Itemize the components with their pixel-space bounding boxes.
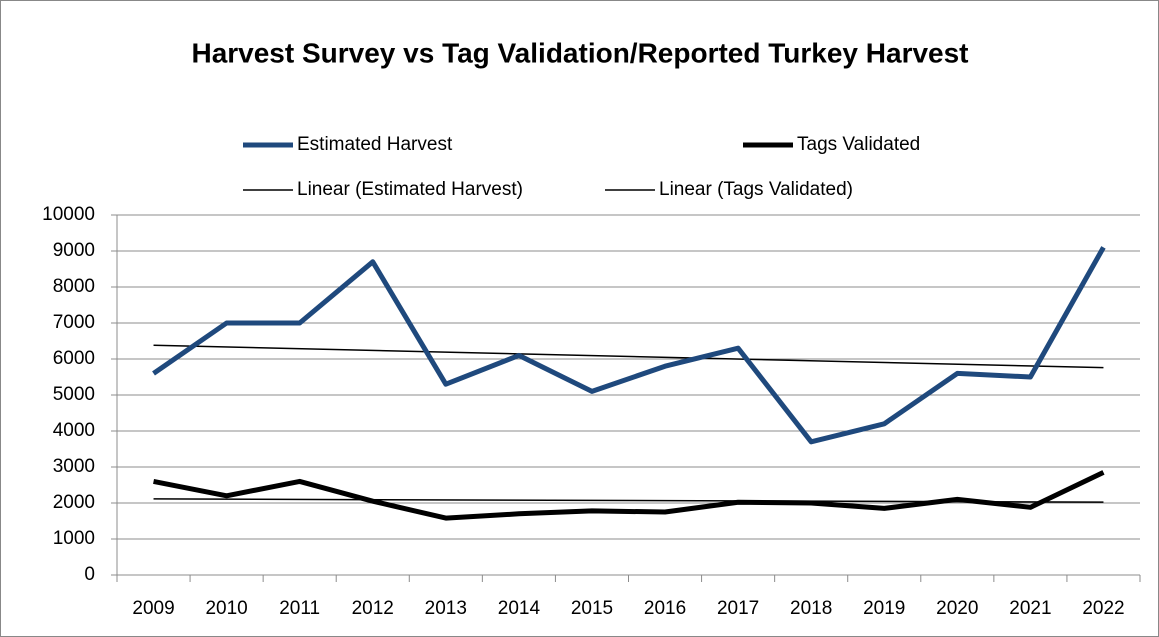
y-tick-label: 9000	[53, 240, 95, 261]
x-tick-label: 2010	[205, 598, 247, 619]
x-tick-label: 2009	[132, 598, 174, 619]
x-tick-label: 2017	[717, 598, 759, 619]
y-tick-label: 6000	[53, 348, 95, 369]
legend-label: Linear (Tags Validated)	[659, 179, 853, 200]
x-tick-label: 2020	[936, 598, 978, 619]
y-tick-label: 8000	[53, 276, 95, 297]
legend-label: Linear (Estimated Harvest)	[297, 179, 523, 200]
y-tick-label: 3000	[53, 456, 95, 477]
x-tick-label: 2013	[425, 598, 467, 619]
series-line	[153, 470, 1105, 521]
trendline	[153, 344, 1104, 369]
y-tick-label: 5000	[53, 384, 95, 405]
y-tick-label: 7000	[53, 312, 95, 333]
x-tick-label: 2015	[571, 598, 613, 619]
chart-title: Harvest Survey vs Tag Validation/Reporte…	[191, 37, 968, 68]
x-tick-label: 2019	[863, 598, 905, 619]
x-tick-label: 2021	[1009, 598, 1051, 619]
y-tick-label: 1000	[53, 528, 95, 549]
y-tick-label: 2000	[53, 492, 95, 513]
y-tick-label: 10000	[42, 204, 95, 225]
x-tick-label: 2012	[352, 598, 394, 619]
legend-label: Tags Validated	[797, 134, 920, 155]
x-tick-label: 2018	[790, 598, 832, 619]
y-tick-label: 4000	[53, 420, 95, 441]
x-tick-label: 2016	[644, 598, 686, 619]
y-tick-label: 0	[84, 564, 95, 585]
x-tick-label: 2014	[498, 598, 541, 619]
x-tick-label: 2011	[279, 598, 320, 619]
legend-label: Estimated Harvest	[297, 134, 453, 155]
series-line	[152, 246, 1106, 445]
x-tick-label: 2022	[1082, 598, 1124, 619]
